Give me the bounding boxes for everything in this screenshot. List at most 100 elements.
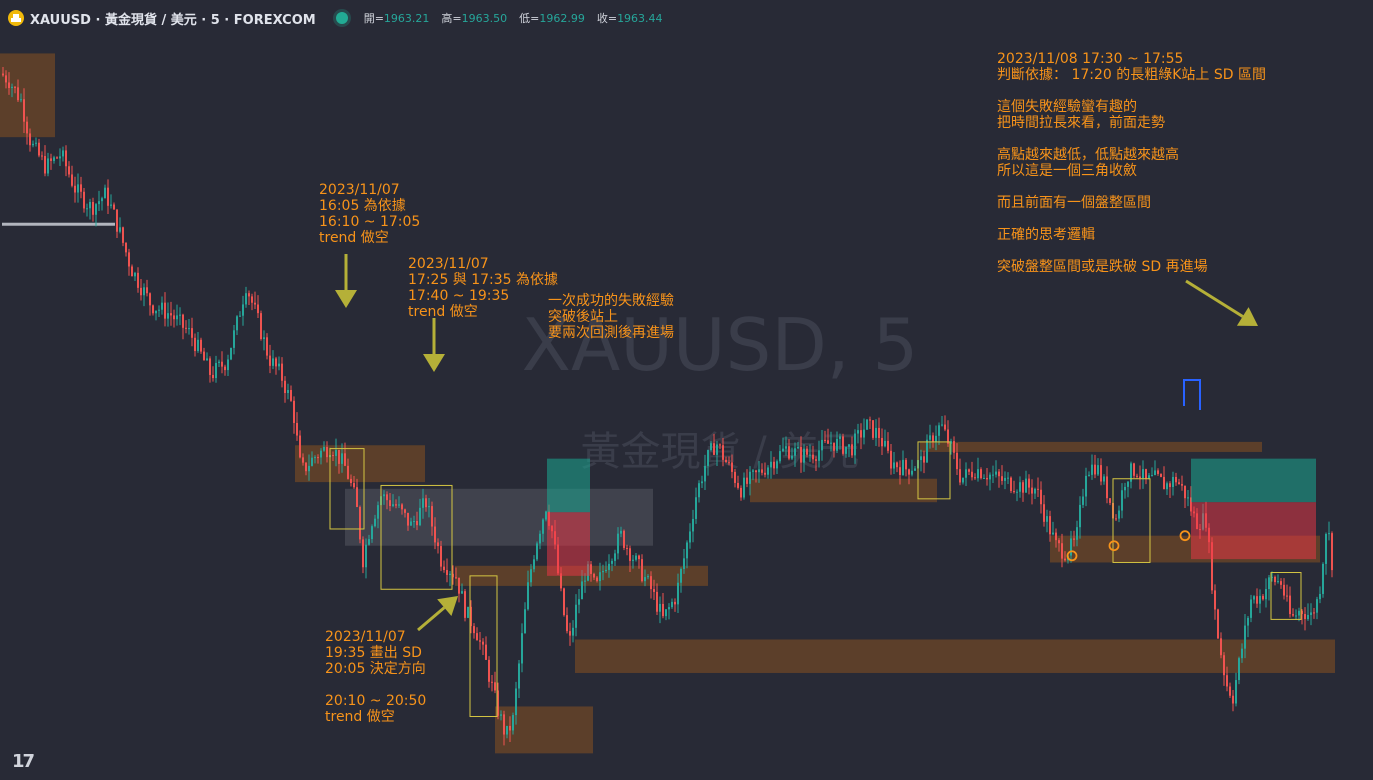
candle-body	[806, 448, 808, 455]
candle-body	[1010, 477, 1012, 492]
candle-body	[524, 609, 526, 634]
candle-body	[1019, 482, 1021, 492]
candle-body	[1277, 581, 1279, 583]
candle-body	[521, 633, 523, 664]
candle-body	[1283, 584, 1285, 596]
candle-body	[773, 461, 775, 469]
candle-body	[782, 448, 784, 452]
candle-body	[44, 156, 46, 174]
candle-body	[674, 601, 676, 605]
candle-body	[950, 441, 952, 444]
candle-body	[800, 446, 802, 463]
candle-body	[254, 302, 256, 305]
candle-body	[125, 242, 127, 253]
candle-body	[137, 272, 139, 288]
candle-body	[194, 337, 196, 352]
candle-body	[545, 511, 547, 520]
candle-body	[479, 640, 481, 642]
candle-body	[452, 573, 454, 578]
candle-body	[1175, 476, 1177, 483]
candle-body	[50, 158, 52, 161]
candle-body	[368, 539, 370, 545]
candle-body	[404, 509, 406, 513]
candle-body	[971, 471, 973, 478]
candle-body	[35, 142, 37, 144]
candle-body	[665, 609, 667, 617]
candle-body	[29, 133, 31, 146]
candle-body	[977, 469, 979, 479]
candle-body	[65, 150, 67, 167]
candle-body	[578, 599, 580, 605]
arrow-shaft-2	[417, 606, 446, 632]
candle-body	[443, 566, 445, 571]
candle-body	[716, 444, 718, 455]
candle-body	[299, 435, 301, 458]
candle-body	[308, 465, 310, 472]
candle-body	[353, 483, 355, 488]
candle-body	[77, 184, 79, 193]
candle-body	[1151, 475, 1153, 477]
candle-body	[743, 477, 745, 498]
candle-body	[1061, 543, 1063, 559]
candle-body	[200, 339, 202, 352]
candle-body	[1007, 477, 1009, 479]
ohlc-high: 高=1963.50	[441, 12, 508, 25]
candle-body	[212, 374, 214, 379]
candle-body	[632, 559, 634, 561]
candle-body	[1310, 612, 1312, 615]
candle-body	[113, 204, 115, 210]
candle-body	[203, 351, 205, 361]
candle-body	[1214, 590, 1216, 610]
candle-body	[668, 607, 670, 610]
candle-body	[209, 358, 211, 375]
candle-body	[272, 358, 274, 366]
tradingview-logo[interactable]: 17	[12, 751, 35, 772]
candle-body	[293, 400, 295, 423]
candle-body	[731, 462, 733, 472]
candle-body	[464, 591, 466, 618]
candle-body	[533, 559, 535, 570]
candle-body	[1163, 476, 1165, 490]
candle-body	[794, 448, 796, 456]
candle-body	[602, 571, 604, 573]
candle-body	[287, 389, 289, 394]
symbol-title[interactable]: XAUUSD · 黃金現貨 / 美元 · 5 · FOREXCOM	[30, 12, 316, 28]
candle-body	[134, 272, 136, 277]
candle-body	[17, 87, 19, 101]
candle-body	[398, 504, 400, 506]
candle-body	[476, 633, 478, 641]
marker-circle-2	[1179, 530, 1191, 542]
arrow-head-2	[437, 596, 458, 617]
candle-body	[38, 142, 40, 156]
candle-body	[1238, 658, 1240, 681]
candle-body	[488, 659, 490, 682]
candle-body	[164, 302, 166, 319]
candle-body	[860, 430, 862, 438]
candle-body	[371, 526, 373, 540]
candle-body	[827, 440, 829, 444]
candle-body	[365, 544, 367, 568]
candle-body	[1181, 483, 1183, 486]
candle-body	[1250, 599, 1252, 618]
candle-body	[944, 424, 946, 430]
candle-body	[809, 454, 811, 456]
market-status-icon[interactable]	[335, 12, 348, 24]
candle-body	[305, 462, 307, 472]
candle-body	[461, 591, 463, 594]
candle-body	[776, 461, 778, 469]
candle-body	[893, 462, 895, 469]
candle-body	[494, 682, 496, 691]
candle-body	[752, 470, 754, 472]
candle-body	[122, 227, 124, 243]
candle-body	[248, 293, 250, 297]
candle-body	[446, 570, 448, 575]
candle-body	[788, 446, 790, 459]
sd-zone-6	[920, 441, 1262, 452]
position-stop-1	[1191, 502, 1316, 560]
position-target-0	[547, 458, 590, 513]
candle-body	[1313, 612, 1315, 614]
candle-body	[101, 198, 103, 202]
candle-body	[689, 531, 691, 543]
candle-body	[881, 437, 883, 447]
